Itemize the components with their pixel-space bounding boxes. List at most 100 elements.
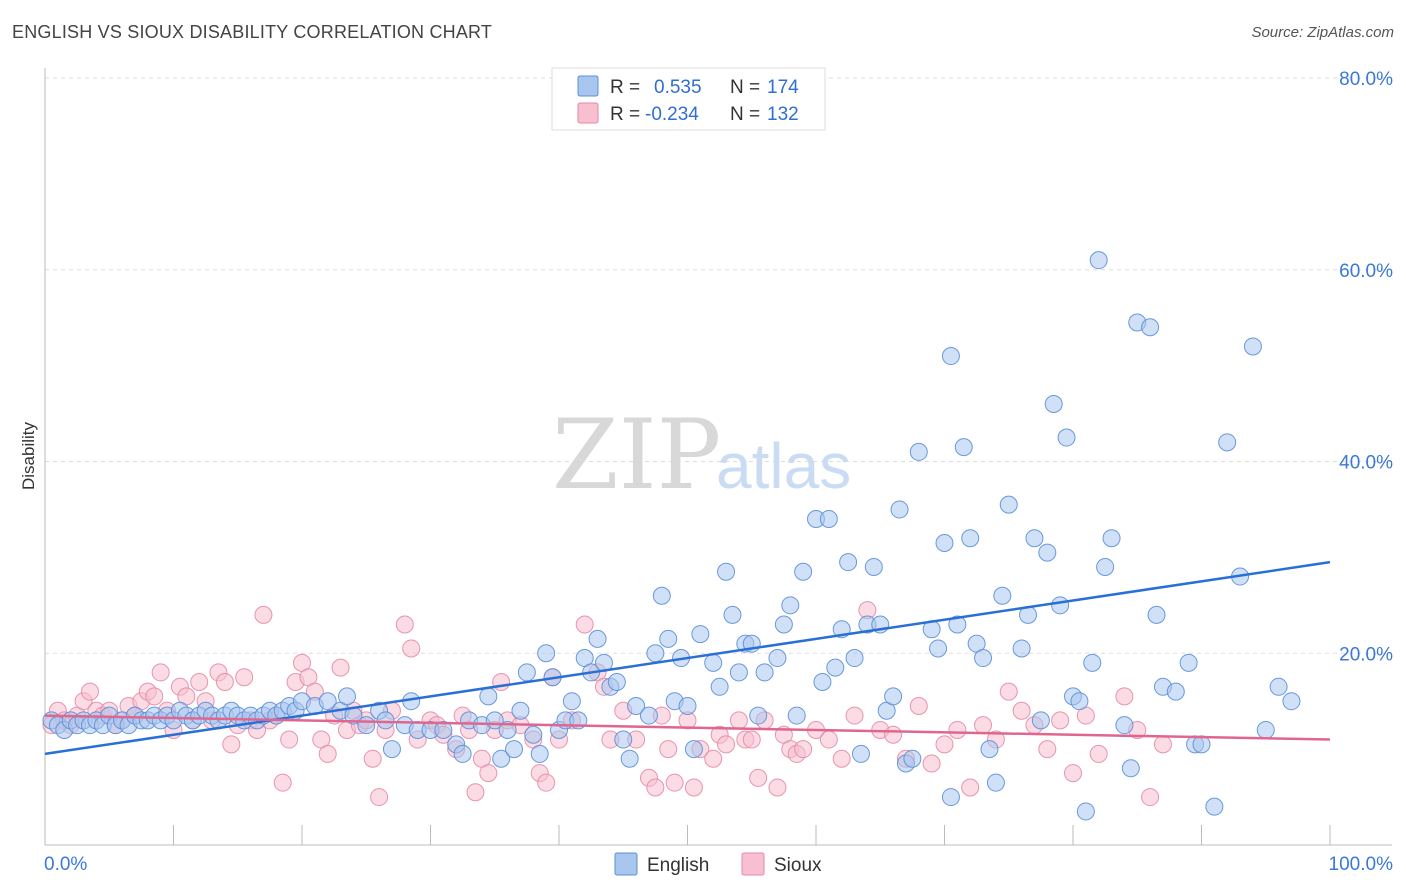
english-point xyxy=(787,706,806,725)
english-point xyxy=(498,720,517,739)
sioux-point xyxy=(331,658,350,677)
sioux-point xyxy=(974,716,993,735)
sioux-point xyxy=(80,682,99,701)
english-trend-line xyxy=(44,560,1331,756)
english-point xyxy=(1282,692,1301,711)
watermark-atlas: atlas xyxy=(716,430,851,502)
english-point xyxy=(794,562,813,581)
sioux-point xyxy=(1115,687,1134,706)
english-point xyxy=(652,586,671,605)
english-point xyxy=(903,749,922,768)
sioux-point xyxy=(254,605,273,624)
sioux-point xyxy=(1089,744,1108,763)
source-label: Source: ZipAtlas.com xyxy=(1251,24,1394,41)
english-point xyxy=(639,706,658,725)
english-point xyxy=(723,605,742,624)
sioux-point xyxy=(1038,740,1057,759)
english-point xyxy=(980,740,999,759)
english-point xyxy=(929,639,948,658)
english-point xyxy=(909,442,928,461)
english-point xyxy=(684,740,703,759)
english-point xyxy=(819,510,838,529)
sioux-point xyxy=(370,788,389,807)
sioux-point xyxy=(999,682,1018,701)
english-point xyxy=(1205,797,1224,816)
english-point xyxy=(935,533,954,552)
english-swatch-icon xyxy=(577,75,599,97)
y-tick-label: 40.0% xyxy=(1339,453,1393,474)
y-tick-label: 60.0% xyxy=(1339,261,1393,282)
y-tick-label: 80.0% xyxy=(1339,69,1393,90)
x-tick-label-end: 100.0% xyxy=(1329,854,1394,875)
sioux-point xyxy=(1153,735,1172,754)
english-point xyxy=(755,663,774,682)
english-point xyxy=(1051,596,1070,615)
sioux-point xyxy=(729,711,748,730)
english-point xyxy=(768,649,787,668)
english-point xyxy=(974,649,993,668)
english-point xyxy=(376,711,395,730)
sioux-point xyxy=(1012,701,1031,720)
english-point xyxy=(1141,318,1160,337)
english-point xyxy=(704,653,723,672)
sioux-point xyxy=(832,749,851,768)
english-point xyxy=(614,730,633,749)
sioux-point xyxy=(1064,764,1082,783)
sioux-point xyxy=(318,744,337,763)
sioux-point xyxy=(1141,788,1160,807)
english-point xyxy=(588,629,607,648)
english-point xyxy=(1102,529,1121,548)
english-point xyxy=(839,553,858,572)
english-point xyxy=(1012,639,1031,658)
legend-r-label-english: R = xyxy=(610,77,640,98)
english-point xyxy=(1121,759,1140,778)
sioux-point xyxy=(909,696,928,715)
watermark: ZIP atlas xyxy=(552,399,851,511)
x-tick-label-start: 0.0% xyxy=(44,854,87,875)
y-axis-label: Disability xyxy=(19,421,38,490)
english-point xyxy=(1089,251,1108,270)
series-sioux-points xyxy=(42,601,1172,807)
english-point xyxy=(851,744,870,763)
english-point xyxy=(1256,720,1275,739)
english-point xyxy=(717,562,736,581)
sioux-point xyxy=(646,778,665,797)
legend-r-value-sioux: -0.234 xyxy=(645,104,699,125)
english-point xyxy=(1025,529,1044,548)
y-tick-labels: 20.0% 40.0% 60.0% 80.0% xyxy=(1339,69,1393,665)
english-point xyxy=(954,438,973,457)
english-point xyxy=(1070,692,1089,711)
english-point xyxy=(517,663,536,682)
sioux-point xyxy=(961,778,980,797)
sioux-trend-line xyxy=(44,714,1331,741)
legend-item-english: English xyxy=(647,855,709,876)
sioux-point xyxy=(151,663,170,682)
english-point xyxy=(993,586,1012,605)
english-point xyxy=(453,744,472,763)
sioux-point xyxy=(704,749,723,768)
english-point xyxy=(1115,716,1134,735)
english-point xyxy=(505,740,524,759)
english-point xyxy=(890,500,909,519)
sioux-point xyxy=(575,615,594,634)
legend-r-label-sioux: R = xyxy=(610,104,640,125)
sioux-point xyxy=(215,673,234,692)
x-tick-labels: 0.0% 100.0% xyxy=(44,854,1393,875)
sioux-point xyxy=(665,773,684,792)
english-point xyxy=(941,788,960,807)
english-point xyxy=(1031,711,1050,730)
english-point xyxy=(864,557,883,576)
english-point xyxy=(1243,337,1262,356)
english-point xyxy=(627,696,646,715)
english-point xyxy=(691,625,710,644)
english-point xyxy=(1038,543,1057,562)
sioux-point xyxy=(742,730,761,749)
english-point xyxy=(1083,653,1102,672)
english-point xyxy=(1057,428,1076,447)
english-point xyxy=(620,749,639,768)
english-point xyxy=(524,725,543,744)
sioux-point xyxy=(768,778,787,797)
english-point xyxy=(826,658,845,677)
sioux-legend-swatch-icon xyxy=(741,852,765,876)
